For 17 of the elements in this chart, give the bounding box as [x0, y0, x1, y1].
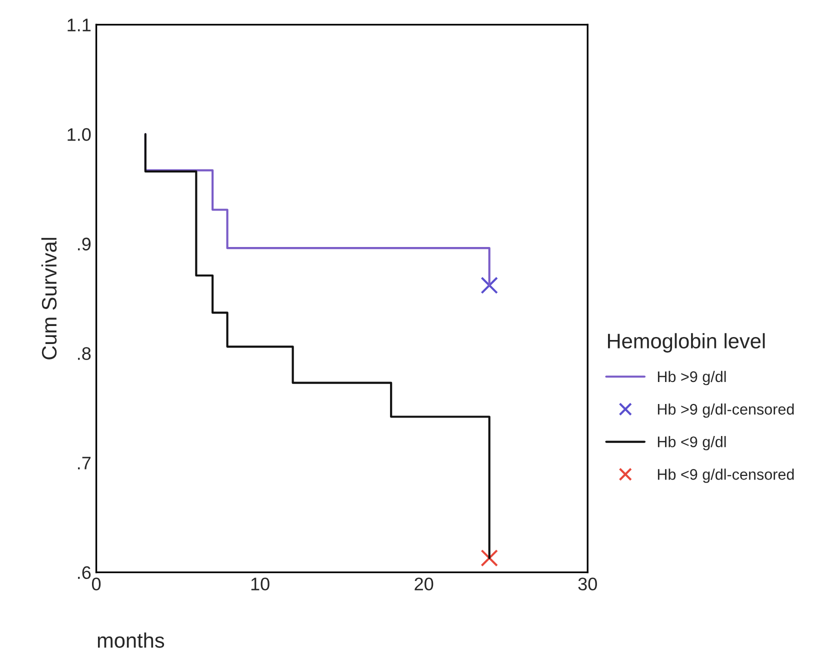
x-tick-label: 0 [92, 578, 101, 590]
legend-label: Hb >9 g/dl-censored [658, 403, 794, 418]
y-tick-label: 1.1 [68, 18, 91, 32]
y-axis-title: Cum Survival [41, 238, 57, 360]
y-tick-label: .6 [78, 566, 91, 580]
legend-label: Hb >9 g/dl [658, 370, 726, 386]
y-tick-label: .7 [78, 456, 91, 470]
legend-label: Hb <9 g/dl [658, 436, 726, 450]
x-tick-label: 10 [251, 578, 270, 590]
legend-label: Hb <9 g/dl-censored [658, 468, 794, 483]
legend-title: Hemoglobin level [608, 333, 765, 353]
x-axis-title: months [98, 632, 164, 648]
y-tick-label: .8 [78, 347, 91, 360]
x-tick-label: 30 [578, 578, 597, 590]
y-tick-label: 1.0 [68, 128, 91, 141]
x-tick-label: 20 [414, 578, 434, 590]
y-tick-label: .9 [78, 238, 91, 250]
